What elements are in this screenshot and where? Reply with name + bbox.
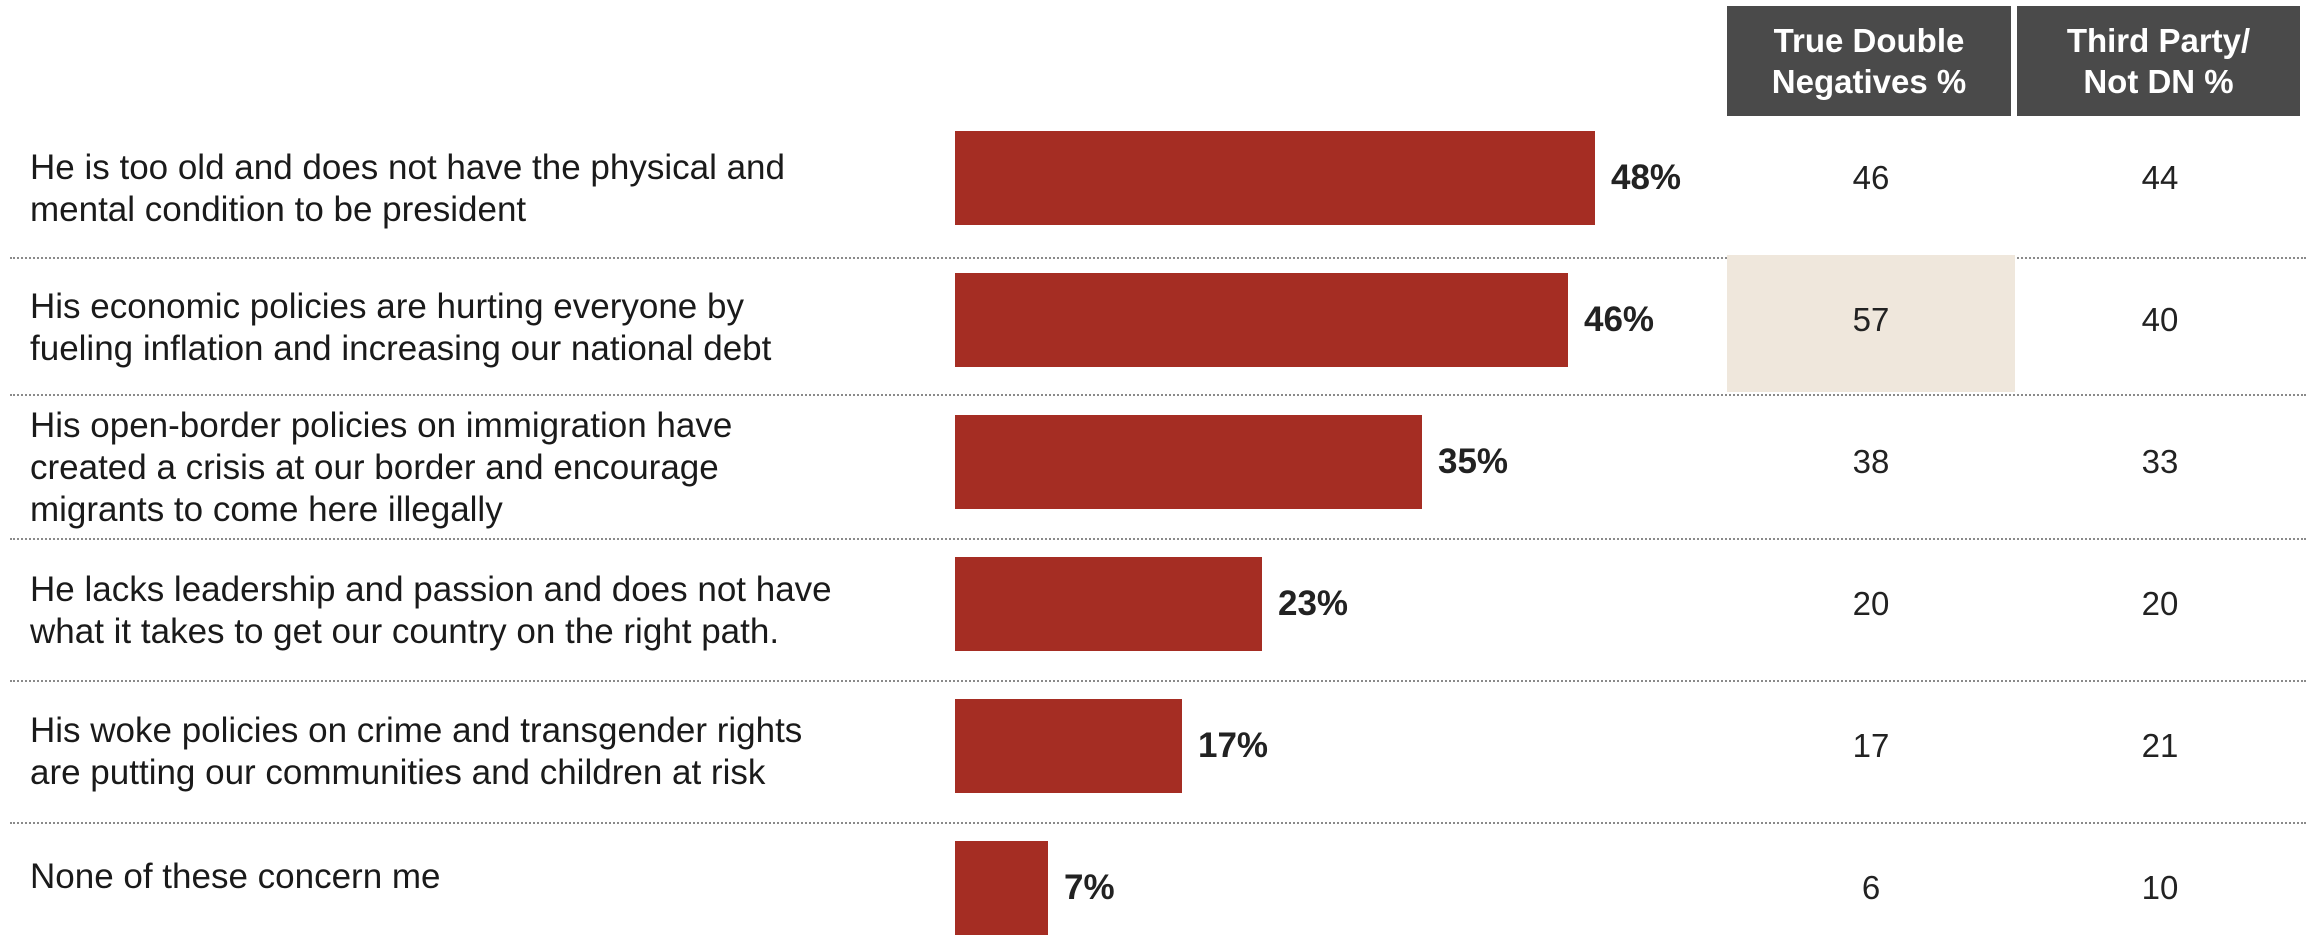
bar — [955, 415, 1422, 509]
bar — [955, 273, 1568, 367]
bar-value-label: 35% — [1438, 442, 1509, 481]
true-dn-value: 57 — [1852, 301, 1890, 338]
bar — [955, 557, 1262, 651]
bar-value-label: 7% — [1064, 868, 1115, 907]
bar — [955, 131, 1595, 225]
header-true-double-negatives-line-1: True Double — [1773, 22, 1965, 59]
true-dn-value: 6 — [1861, 869, 1881, 906]
bar — [955, 841, 1048, 935]
third-party-value: 10 — [2141, 869, 2179, 906]
bar-value-label: 48% — [1611, 158, 1682, 197]
row-divider — [10, 538, 2306, 540]
row-label: None of these concern me — [30, 856, 441, 896]
third-party-value: 40 — [2141, 301, 2179, 338]
header-third-party-line-1: Third Party/ — [2066, 22, 2251, 59]
header-true-double-negatives-line-2: Negatives % — [1771, 63, 1967, 100]
bar-value-label: 23% — [1278, 584, 1349, 623]
true-dn-value: 20 — [1852, 585, 1890, 622]
header-third-party: Third Party/ Not DN % — [2017, 6, 2300, 116]
third-party-value: 44 — [2141, 159, 2179, 196]
highlight-cell — [1727, 255, 2015, 392]
row-label: His open-border policies on immigration … — [30, 406, 733, 529]
bar — [955, 699, 1182, 793]
header-true-double-negatives: True Double Negatives % — [1727, 6, 2011, 116]
true-dn-value: 38 — [1852, 443, 1890, 480]
bar-value-label: 46% — [1584, 300, 1655, 339]
row-label: His economic policies are hurting everyo… — [30, 286, 772, 368]
row-divider — [10, 257, 2306, 259]
true-dn-value: 17 — [1852, 727, 1890, 764]
third-party-value: 33 — [2141, 443, 2179, 480]
third-party-value: 21 — [2141, 727, 2179, 764]
row-divider — [10, 680, 2306, 682]
row-label: He lacks leadership and passion and does… — [30, 570, 832, 651]
row-divider — [10, 822, 2306, 824]
row-divider — [10, 394, 2306, 396]
third-party-value: 20 — [2141, 585, 2179, 622]
row-label: He is too old and does not have the phys… — [30, 148, 785, 229]
header-third-party-line-2: Not DN % — [2083, 63, 2234, 100]
row-label: His woke policies on crime and transgend… — [30, 711, 803, 792]
true-dn-value: 46 — [1852, 159, 1890, 196]
bar-value-label: 17% — [1198, 726, 1269, 765]
